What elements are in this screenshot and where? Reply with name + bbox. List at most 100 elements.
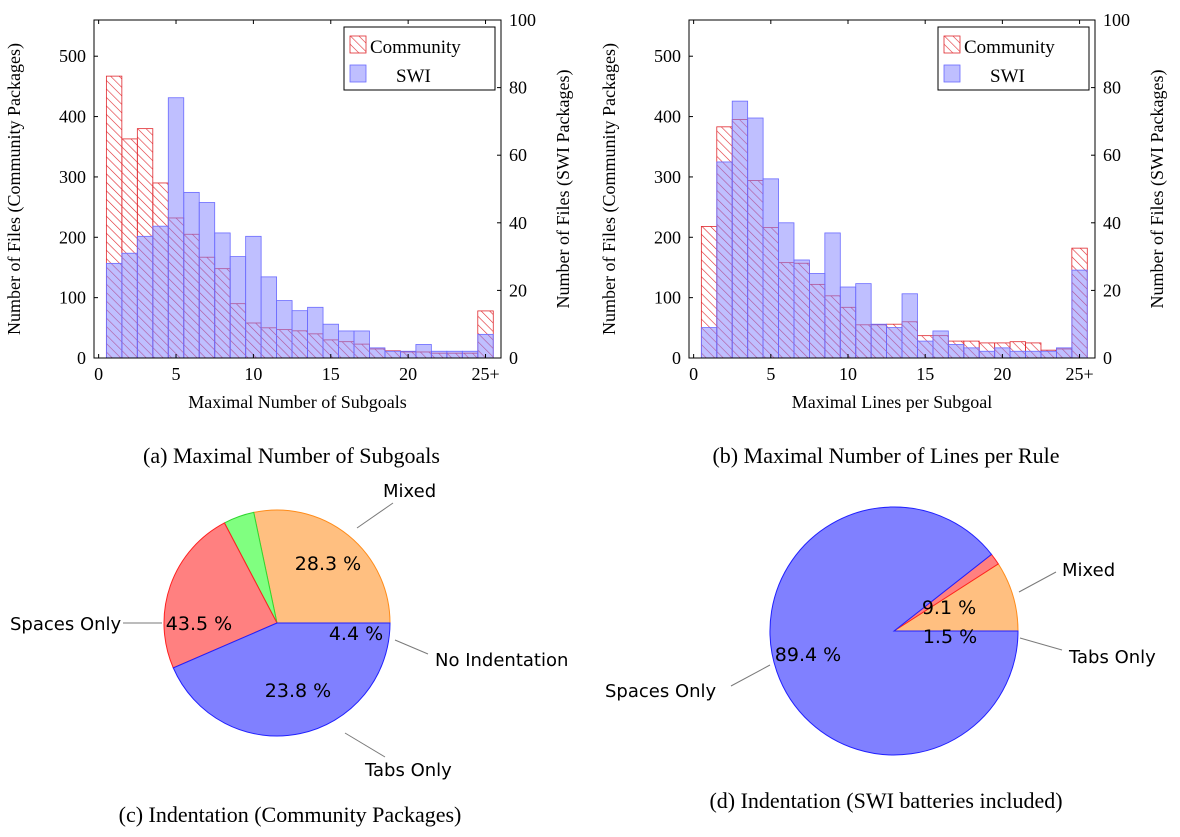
pie-slice-mixed: [253, 509, 391, 624]
x-tick-label: 25+: [471, 364, 499, 384]
y-right-tick-label: 20: [1103, 280, 1121, 300]
y-right-tick-label: 60: [509, 145, 527, 165]
swi-bar: [747, 117, 764, 359]
x-tick-label: 10: [839, 364, 857, 384]
legend-swatch-community: [943, 35, 961, 54]
x-axis-label: Maximal Lines per Subgoal: [792, 392, 992, 412]
histogram-lines: 0 5 10 15 20 25+0100200300400500020406080100 …: [599, 10, 1168, 468]
pie-swi: 9.1 % Mixed 1.5 % Tabs Only 89.4 % Spaces Onl…: [605, 506, 1156, 813]
y-left-tick-label: 0: [672, 348, 681, 368]
swi-bar: [152, 225, 169, 359]
x-tick-label: 0: [689, 364, 698, 384]
y-left-tick-label: 100: [654, 288, 681, 308]
y-left-tick-label: 300: [59, 167, 86, 187]
swi-bar: [260, 276, 278, 359]
swi-bar: [446, 350, 463, 359]
x-tick-label: 10: [244, 364, 262, 384]
y-left-tick-label: 200: [654, 227, 681, 247]
pie-percent-label: 1.5 %: [923, 626, 977, 648]
pie-labels: 9.1 % Mixed 1.5 % Tabs Only 89.4 % Spaces Onl…: [605, 560, 1156, 702]
swi-bar: [963, 347, 980, 359]
swi-bar: [276, 300, 293, 359]
swi-bar: [762, 178, 779, 359]
caption: (b) Maximal Number of Lines per Rule: [712, 443, 1059, 468]
x-tick-label: 25+: [1065, 364, 1093, 384]
swi-bar: [731, 100, 749, 359]
y-left-tick-label: 500: [59, 46, 86, 66]
y-axis-label-left: Number of Files (Community Packages): [599, 43, 620, 335]
swi-bar: [167, 97, 185, 359]
pie-leader-line: [1018, 571, 1057, 593]
pie-slice-label: Mixed: [1062, 560, 1115, 581]
pie-slice-spaces-only: [769, 506, 1019, 756]
y-right-tick-label: 80: [509, 78, 527, 98]
caption: (d) Indentation (SWI batteries included): [709, 788, 1062, 813]
y-right-tick-label: 0: [1103, 348, 1112, 368]
swi-bar: [198, 202, 216, 359]
pie-slice-label: Spaces Only: [605, 681, 717, 702]
swi-bar: [338, 330, 355, 359]
swi-bar: [430, 350, 448, 359]
swi-bar: [824, 232, 841, 359]
pie-community: 28.3 % Mixed 4.4 % No Indentation 23.8 % Tabs…: [10, 481, 568, 827]
x-tick-label: 0: [94, 364, 103, 384]
histogram-subgoals: 0 5 10 15 20 25+0100200300400500020406080100 …: [4, 10, 574, 468]
y-right-tick-label: 40: [1103, 213, 1121, 233]
swi-bar: [716, 161, 733, 359]
legend: Community SWI: [937, 26, 1090, 91]
pie-leader-line: [1019, 637, 1063, 651]
swi-bar: [183, 191, 200, 359]
pie-slice-label: Spaces Only: [10, 614, 122, 635]
swi-bar: [1071, 269, 1088, 359]
y-right-tick-label: 0: [509, 348, 518, 368]
swi-bar: [214, 232, 231, 359]
y-right-tick-label: 100: [1103, 10, 1130, 30]
y-axis-label-left: Number of Files (Community Packages): [4, 43, 25, 335]
pie-slice-spaces-only: [172, 622, 391, 737]
swi-bar: [1025, 350, 1042, 359]
legend-swatch-swi: [943, 64, 961, 83]
x-tick-label: 20: [993, 364, 1011, 384]
swi-bar: [461, 350, 479, 359]
axis-ticks: 0 5 10 15 20 25+ 0 100 200 300 400 500 0 20 40 60 80 100: [59, 10, 536, 384]
legend-box: [937, 26, 1090, 91]
swi-bar: [105, 262, 123, 359]
y-left-tick-label: 500: [654, 46, 681, 66]
pie-leader-line: [730, 664, 771, 687]
swi-bar: [947, 344, 965, 359]
swi-bar: [1056, 347, 1073, 359]
y-left-tick-label: 200: [59, 227, 86, 247]
swi-bar: [809, 273, 826, 359]
y-right-tick-label: 80: [1103, 78, 1121, 98]
swi-bar: [415, 344, 432, 359]
pie-percent-label: 23.8 %: [265, 680, 331, 702]
pie-leader-line: [356, 502, 394, 529]
y-right-tick-label: 100: [509, 10, 536, 30]
swi-bar: [245, 235, 262, 359]
caption: (c) Indentation (Community Packages): [119, 802, 462, 827]
swi-bar: [932, 330, 949, 359]
pie-percent-label: 9.1 %: [922, 597, 976, 619]
pie-slices: [163, 509, 391, 737]
swi-bar: [322, 323, 339, 359]
legend-swatch-community: [349, 35, 367, 54]
pie-percent-label: 28.3 %: [295, 553, 361, 575]
pie-labels: 28.3 % Mixed 4.4 % No Indentation 23.8 % Tabs…: [10, 481, 568, 781]
pie-slice-label: Tabs Only: [364, 760, 452, 781]
legend-label-swi: SWI: [396, 66, 431, 87]
swi-bars: [700, 100, 1088, 359]
swi-bar: [886, 327, 903, 359]
pie-leader-line: [344, 732, 386, 758]
swi-bar: [793, 259, 810, 359]
x-tick-label: 15: [322, 364, 340, 384]
pie-percent-label: 89.4 %: [775, 644, 841, 666]
x-tick-label: 20: [399, 364, 417, 384]
pie-percent-label: 43.5 %: [166, 613, 232, 635]
swi-bar: [1009, 350, 1026, 359]
swi-bar: [1040, 350, 1057, 359]
pie-slices: [769, 506, 1019, 756]
plot-frame: [93, 19, 502, 359]
legend: Community SWI: [343, 26, 496, 91]
legend-box: [343, 26, 496, 91]
x-axis-label: Maximal Number of Subgoals: [188, 392, 406, 412]
